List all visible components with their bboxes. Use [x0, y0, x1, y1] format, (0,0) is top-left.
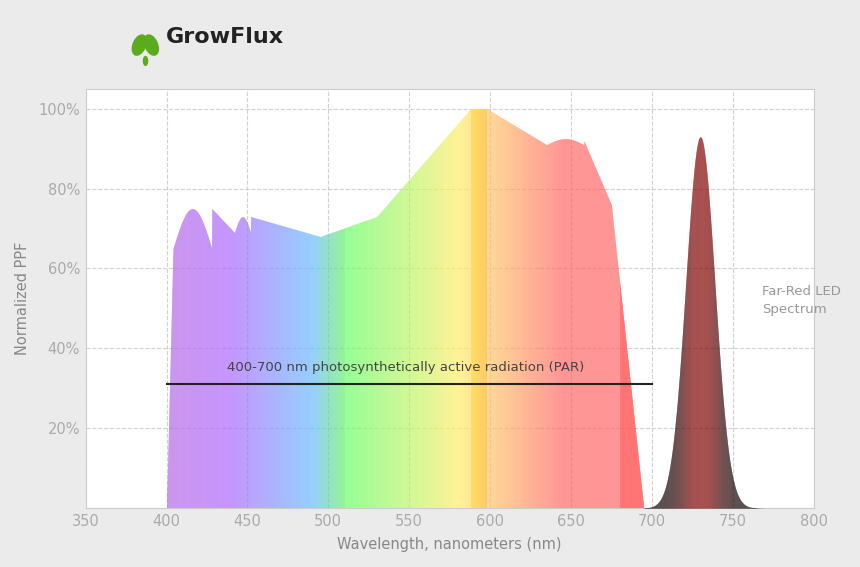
X-axis label: Wavelength, nanometers (nm): Wavelength, nanometers (nm): [337, 537, 562, 552]
Text: GrowFlux: GrowFlux: [166, 27, 284, 47]
Ellipse shape: [132, 35, 146, 55]
Ellipse shape: [144, 35, 158, 55]
Text: Far-Red LED
Spectrum: Far-Red LED Spectrum: [762, 285, 840, 316]
Text: 400-700 nm photosynthetically active radiation (PAR): 400-700 nm photosynthetically active rad…: [227, 361, 585, 374]
Y-axis label: Normalized PPF: Normalized PPF: [15, 242, 30, 355]
Ellipse shape: [144, 57, 148, 65]
